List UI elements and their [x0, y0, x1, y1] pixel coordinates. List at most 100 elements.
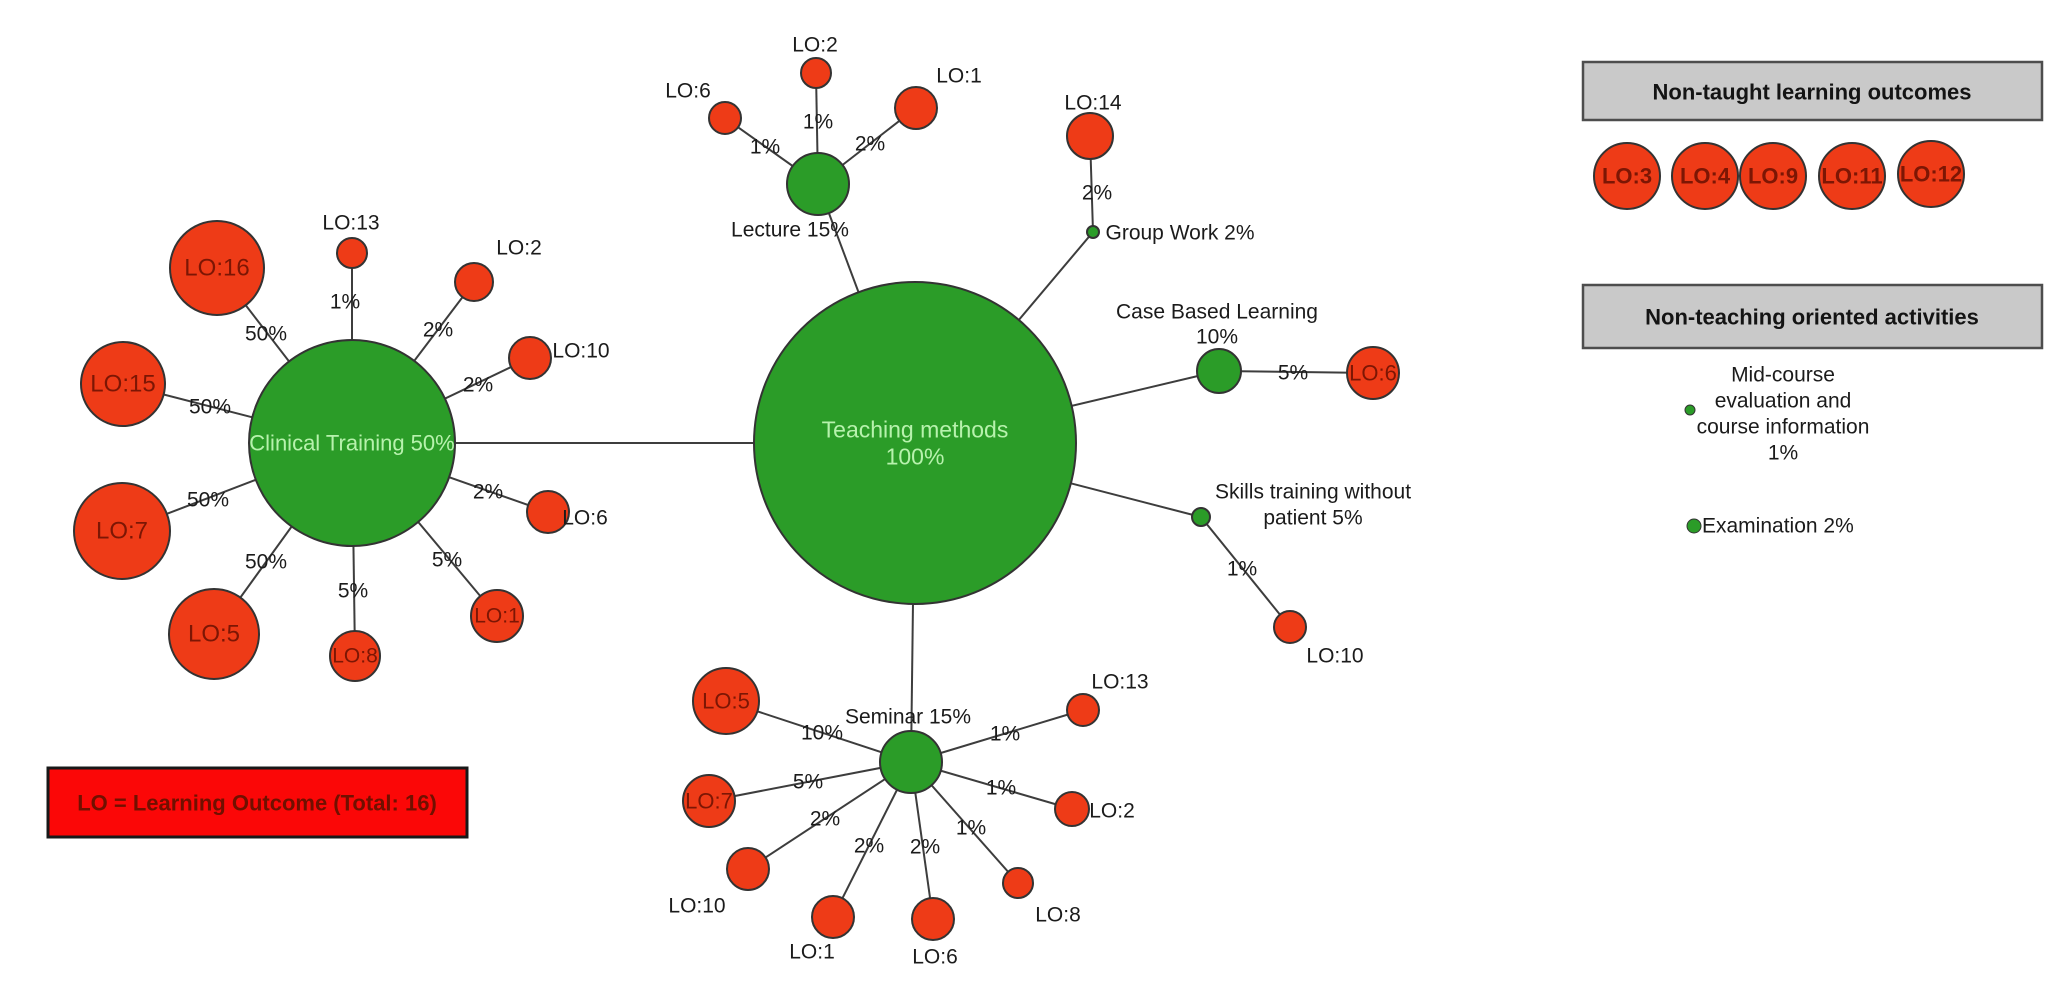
edge-weight-label: 50%	[245, 551, 287, 574]
edge-weight-label: 2%	[855, 133, 885, 156]
node-label-clinical-lo15: LO:15	[90, 371, 155, 398]
node-label-clinical-lo8: LO:8	[332, 645, 378, 668]
label-lecture-lo14: LO:14	[1064, 92, 1122, 115]
label-lecture-lo2: LO:2	[792, 34, 838, 57]
label-clinical-lo2: LO:2	[496, 237, 542, 260]
edge-weight-label: 1%	[803, 111, 833, 134]
activity-dot-0	[1684, 404, 1696, 416]
edge-weight-label: 1%	[750, 136, 780, 159]
non-taught-header-box	[1581, 60, 2044, 122]
label-lecture-lo1: LO:1	[936, 65, 982, 88]
non-taught-label: LO:9	[1748, 164, 1798, 189]
label-clinical-lo13: LO:13	[322, 212, 379, 235]
non-taught-node-lo12	[1897, 140, 1965, 208]
non-teaching-title: Non-teaching oriented activities	[1645, 305, 1979, 330]
edge-weight-label: 1%	[990, 723, 1020, 746]
node-seminar-lo1	[811, 895, 855, 939]
edge	[747, 761, 912, 870]
nodes-layer: Teaching methods 100% Clinical Training 50…	[73, 57, 1400, 941]
edge-weight-label: 1%	[956, 817, 986, 840]
node-lecture-lo14	[1066, 112, 1114, 160]
edge-weight-label: 5%	[338, 580, 368, 603]
node-seminar	[879, 730, 943, 794]
edge-weight-label: 1%	[330, 291, 360, 314]
node-label-clinical-lo5: LO:5	[188, 621, 240, 648]
edge-weight-label: 2%	[423, 319, 453, 342]
node-label-clinical-lo16: LO:16	[184, 255, 249, 282]
activity-label-1: Examination 2%	[1702, 515, 1854, 538]
label-group-work: Group Work 2%	[1106, 222, 1255, 245]
node-label-clinical-lo7: LO:7	[96, 518, 148, 545]
edge-weight-label: 2%	[1082, 182, 1112, 205]
node-lecture	[786, 152, 850, 216]
edge-weight-label: 5%	[1278, 362, 1308, 385]
node-seminar-lo10	[726, 847, 770, 891]
node-cbl-lo6	[1346, 346, 1400, 400]
non-teaching-header-box	[1581, 283, 2044, 350]
non-taught-label: LO:4	[1680, 164, 1731, 189]
node-lecture-lo6	[708, 101, 742, 135]
edge-weight-label: 2%	[463, 374, 493, 397]
non-taught-circles: LO:3 LO:4 LO:9 LO:11 LO:12	[1593, 140, 1965, 210]
panel-non-taught: Non-taught learning outcomes LO:3 LO:4 LO:…	[1581, 60, 2044, 210]
non-teaching-entries: Mid-course evaluation and course informati…	[1684, 364, 1870, 538]
node-seminar-lo13	[1066, 693, 1100, 727]
non-taught-node-lo9	[1739, 142, 1807, 210]
label-seminar-lo8: LO:8	[1035, 904, 1081, 927]
label-seminar: Seminar 15%	[845, 706, 971, 729]
label-skills-line1: Skills training without	[1215, 481, 1411, 504]
edge-weight-label: 50%	[187, 489, 229, 512]
label-seminar-lo10: LO:10	[668, 895, 725, 918]
edge-weight-label: 2%	[473, 481, 503, 504]
non-taught-node-lo3	[1593, 142, 1661, 210]
node-name-labels-layer: Lecture 15% Group Work 2% Case Based Learn…	[322, 34, 1411, 969]
edge-weight-label: 2%	[810, 808, 840, 831]
edge-weight-label: 2%	[910, 836, 940, 859]
edge-weight-labels-layer: 50%1%2%50%2%50% 2%50%5%5%1%1%2%2%5%1%10%5…	[187, 111, 1308, 859]
label-seminar-lo1: LO:1	[789, 941, 835, 964]
activity-label-0: Mid-course evaluation and course informati…	[1697, 364, 1870, 465]
node-clinical-training	[248, 339, 456, 547]
label-lecture-lo6: LO:6	[665, 80, 711, 103]
node-label-teaching-methods: Teaching methods 100%	[822, 417, 1009, 470]
node-case-based-learning	[1196, 348, 1242, 394]
panel-non-teaching: Non-teaching oriented activities Mid-cou…	[1581, 283, 2044, 538]
node-clinical-lo8	[329, 630, 381, 682]
edge-weight-label: 50%	[245, 323, 287, 346]
label-clinical-lo6: LO:6	[562, 507, 608, 530]
edge	[708, 761, 912, 802]
edge-weight-label: 1%	[1227, 558, 1257, 581]
edge-weight-label: 5%	[793, 771, 823, 794]
node-label-seminar-lo7: LO:7	[685, 789, 733, 814]
node-clinical-lo1	[470, 589, 524, 643]
label-seminar-lo6: LO:6	[912, 946, 958, 969]
node-label-clinical-training: Clinical Training 50%	[249, 431, 454, 456]
label-skills-lo10: LO:10	[1306, 645, 1363, 668]
label-cbl-line1: Case Based Learning	[1116, 301, 1318, 324]
node-label-seminar-lo5: LO:5	[702, 689, 750, 714]
node-lecture-lo2	[800, 57, 832, 89]
node-clinical-lo7	[73, 482, 171, 580]
node-clinical-lo6	[526, 490, 570, 534]
node-seminar-lo7	[682, 774, 736, 828]
non-taught-node-lo11	[1818, 142, 1886, 210]
node-lecture-lo1	[894, 86, 938, 130]
legend-box	[46, 766, 469, 839]
non-taught-label: LO:11	[1821, 164, 1882, 189]
node-skills-lo10	[1273, 610, 1307, 644]
edge-weight-label: 2%	[854, 835, 884, 858]
node-clinical-lo10	[508, 336, 552, 380]
node-seminar-lo2	[1054, 791, 1090, 827]
non-taught-node-lo4	[1671, 142, 1739, 210]
node-seminar-lo8	[1002, 867, 1034, 899]
node-clinical-lo13	[336, 237, 368, 269]
node-label-cbl-lo6: LO:6	[1349, 361, 1397, 386]
edge-weight-label: 50%	[189, 396, 231, 419]
non-taught-label: LO:12	[1900, 162, 1962, 187]
label-seminar-lo2: LO:2	[1089, 800, 1135, 823]
edge-weight-label: 5%	[432, 549, 462, 572]
activity-dot-1	[1686, 518, 1702, 534]
legend: LO = Learning Outcome (Total: 16)	[46, 766, 469, 839]
